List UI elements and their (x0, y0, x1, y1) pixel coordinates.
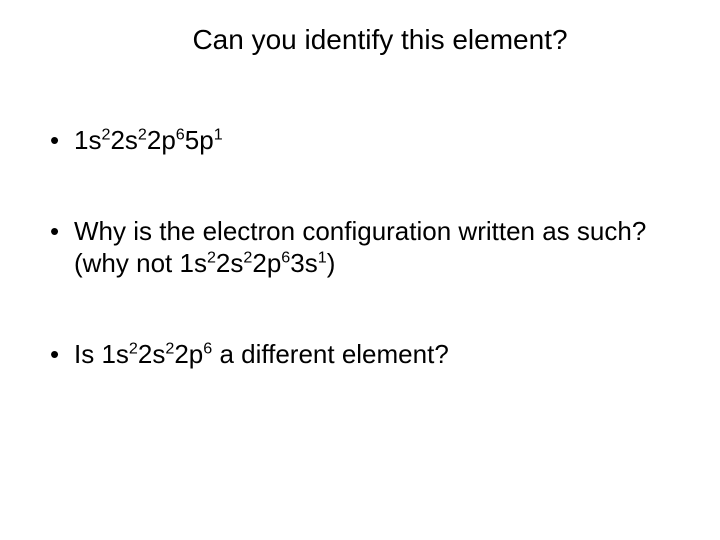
bullet-list: 1s22s22p65p1 Why is the electron configu… (40, 124, 680, 370)
bullet-item: 1s22s22p65p1 (50, 124, 680, 157)
superscript: 6 (281, 248, 290, 266)
bullet-item: Why is the electron configuration writte… (50, 215, 680, 280)
superscript: 2 (207, 248, 216, 266)
superscript: 2 (138, 125, 147, 143)
slide: Can you identify this element? 1s22s22p6… (0, 0, 720, 540)
superscript: 1 (318, 248, 327, 266)
superscript: 1 (214, 125, 223, 143)
slide-title: Can you identify this element? (100, 24, 660, 56)
superscript: 2 (243, 248, 252, 266)
superscript: 2 (165, 339, 174, 357)
superscript: 6 (176, 125, 185, 143)
superscript: 2 (129, 339, 138, 357)
superscript: 6 (203, 339, 212, 357)
bullet-item: Is 1s22s22p6 a different element? (50, 338, 680, 371)
superscript: 2 (101, 125, 110, 143)
